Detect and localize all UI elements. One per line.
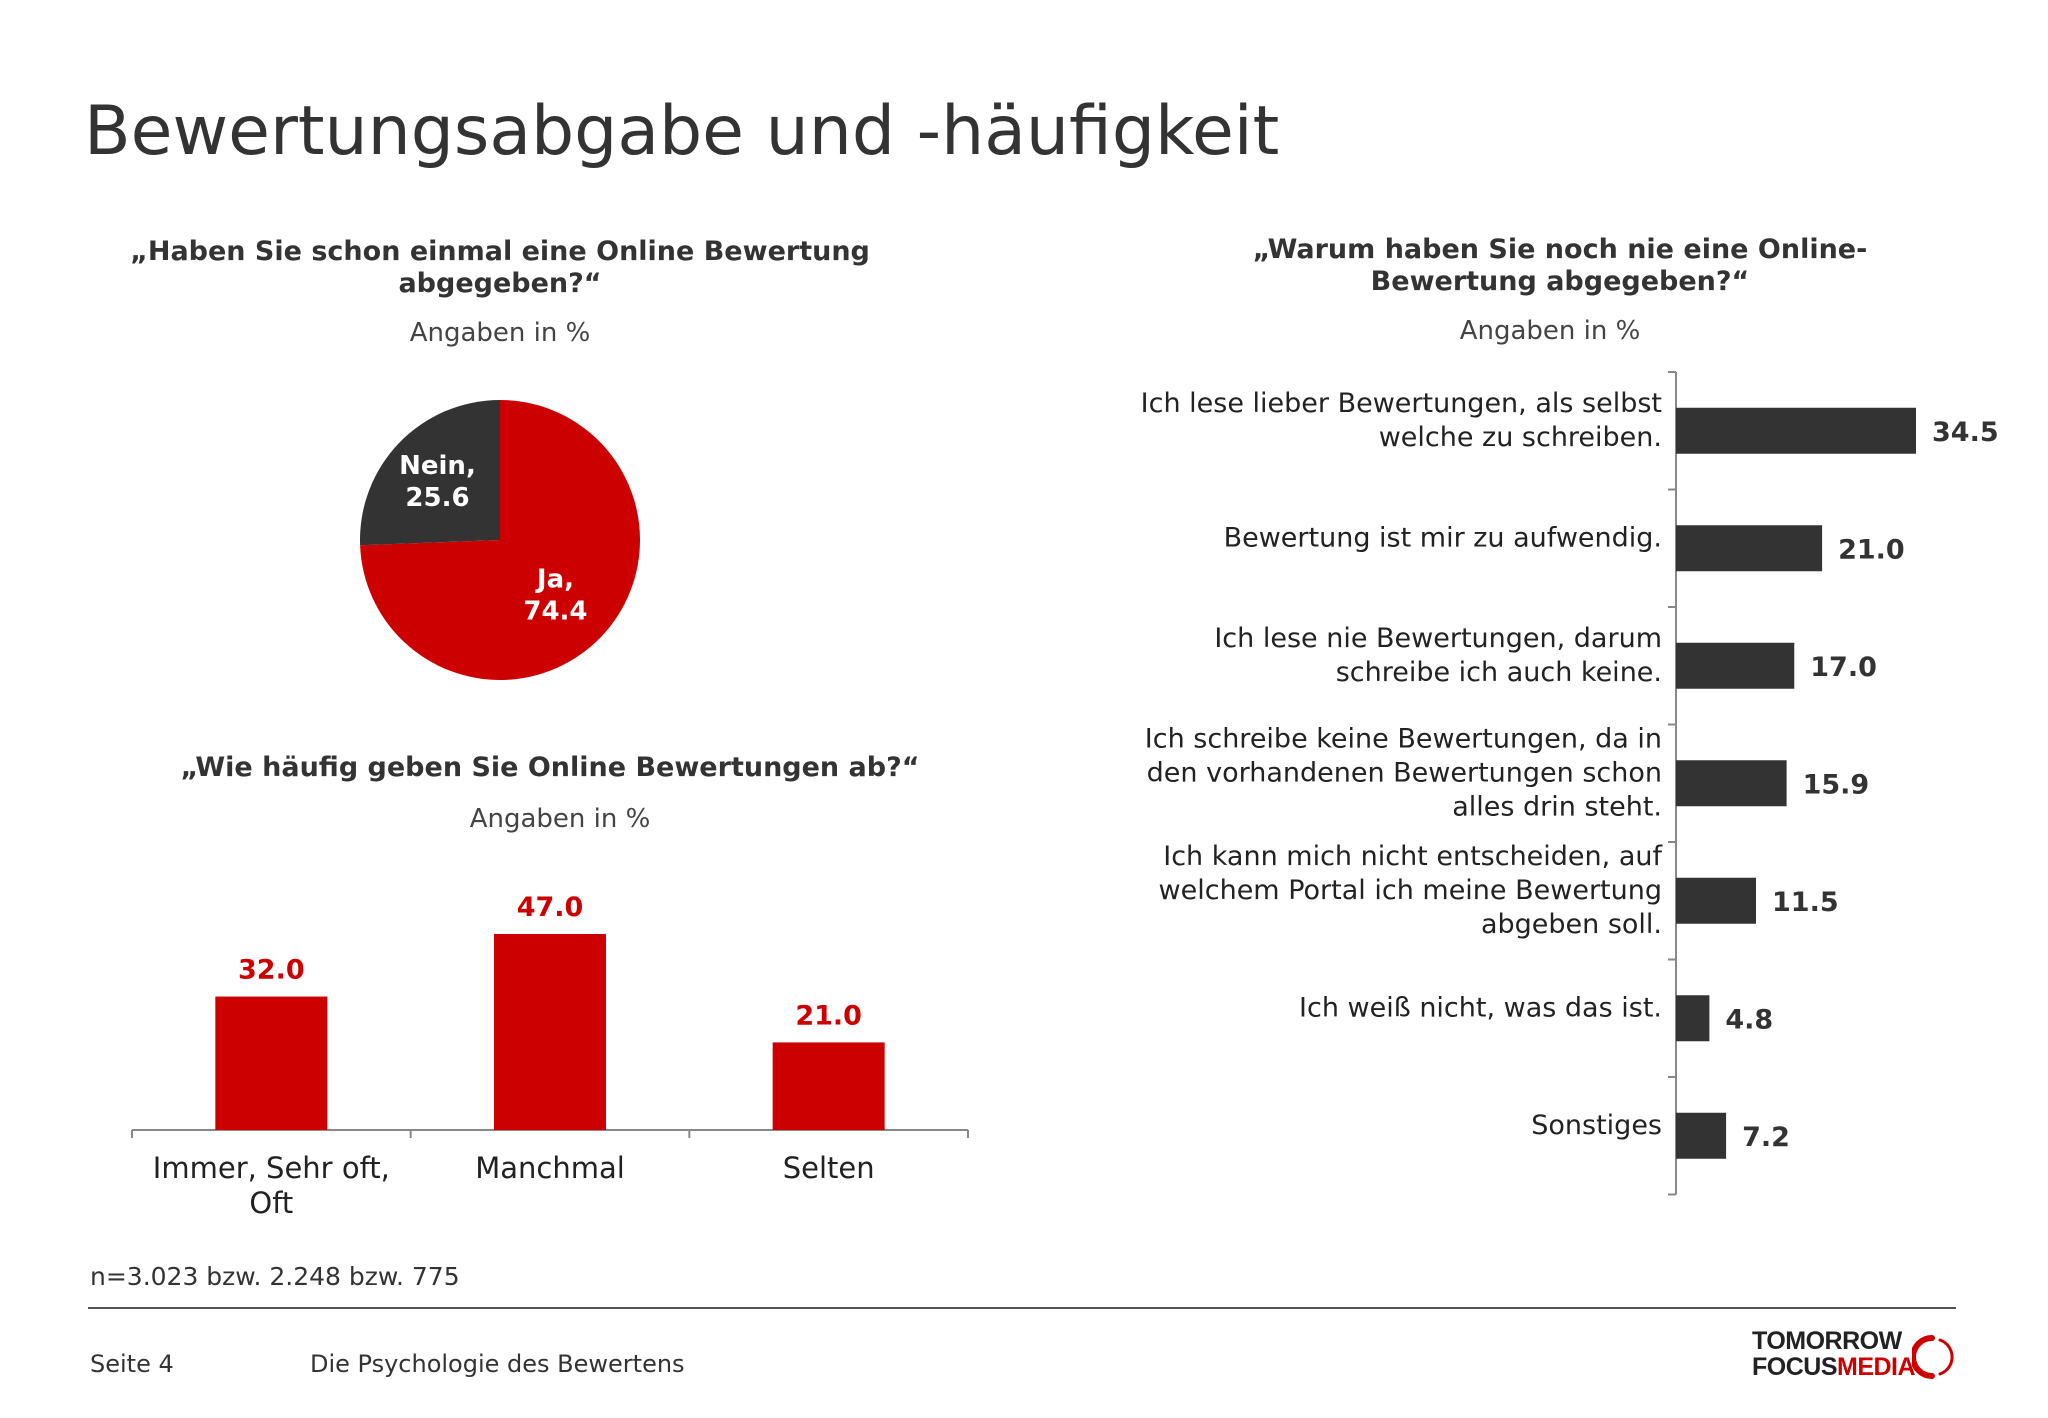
logo-line-2-black: FOCUS bbox=[1752, 1353, 1838, 1381]
frequency-category-label-2-0: Selten bbox=[783, 1151, 875, 1185]
frequency-value-label-2: 21.0 bbox=[795, 1000, 862, 1031]
reason-bar-1 bbox=[1676, 525, 1823, 572]
reason-bar-0 bbox=[1676, 407, 1916, 454]
footer-divider bbox=[88, 1307, 1956, 1309]
reason-category-label-1-0: Bewertung ist mir zu aufwendig. bbox=[1224, 522, 1662, 553]
reason-category-label-5-0: Ich weiß nicht, was das ist. bbox=[1299, 992, 1662, 1023]
frequency-bar-2 bbox=[772, 1042, 885, 1130]
pie-chart-subtitle: Angaben in % bbox=[409, 318, 591, 348]
frequency-category-label-0-1: Oft bbox=[249, 1186, 293, 1220]
page-title: Bewertungsabgabe und -häufigkeit bbox=[84, 92, 1280, 171]
reason-bar-6 bbox=[1676, 1112, 1727, 1159]
pie-slice-1 bbox=[360, 400, 500, 546]
frequency-category-label-1-0: Manchmal bbox=[475, 1151, 625, 1185]
page-number: Seite 4 bbox=[90, 1350, 174, 1378]
reason-category-label-4-1: welchem Portal ich meine Bewertung bbox=[1159, 875, 1662, 906]
reason-category-label-3-1: den vorhandenen Bewertungen schon bbox=[1147, 757, 1662, 788]
reason-bar-5 bbox=[1676, 995, 1710, 1042]
logo-line-2-red: MEDIA bbox=[1837, 1353, 1916, 1381]
reason-bar-2 bbox=[1676, 642, 1795, 689]
footer-title: Die Psychologie des Bewertens bbox=[310, 1350, 685, 1378]
reason-category-label-0-0: Ich lese lieber Bewertungen, als selbst bbox=[1141, 388, 1662, 419]
pie-slice-0 bbox=[360, 400, 640, 681]
sample-size-footnote: n=3.023 bzw. 2.248 bzw. 775 bbox=[90, 1262, 460, 1291]
reason-category-label-3-0: Ich schreibe keine Bewertungen, da in bbox=[1145, 723, 1662, 754]
reason-value-label-2: 17.0 bbox=[1810, 652, 1877, 683]
reason-category-label-2-0: Ich lese nie Bewertungen, darum bbox=[1214, 623, 1662, 654]
reason-category-label-2-1: schreibe ich auch keine. bbox=[1336, 657, 1662, 688]
frequency-value-label-0: 32.0 bbox=[238, 955, 305, 986]
frequency-bar-0 bbox=[215, 996, 328, 1130]
pie-slice-value-1: 25.6 bbox=[405, 483, 469, 513]
reason-category-label-0-1: welche zu schreiben. bbox=[1379, 422, 1662, 453]
reason-value-label-3: 15.9 bbox=[1803, 769, 1870, 800]
reason-category-label-6-0: Sonstiges bbox=[1531, 1110, 1662, 1141]
reasons-chart-title: „Warum haben Sie noch nie eine Online-Be… bbox=[1252, 234, 1868, 297]
frequency-value-label-1: 47.0 bbox=[517, 892, 584, 923]
reasons-chart-subtitle: Angaben in % bbox=[1459, 316, 1641, 346]
reason-value-label-1: 21.0 bbox=[1838, 534, 1905, 565]
reason-category-label-4-2: abgeben soll. bbox=[1481, 909, 1662, 940]
reason-value-label-0: 34.5 bbox=[1932, 417, 1999, 448]
frequency-bar-1 bbox=[494, 934, 606, 1130]
reason-bar-4 bbox=[1676, 877, 1756, 924]
pie-chart: Ja,74.4 Nein,25.6 bbox=[360, 400, 640, 681]
pie-slice-value-0: 74.4 bbox=[523, 596, 587, 626]
logo-ring-icon bbox=[1912, 1335, 1954, 1379]
pie-slice-label-0: Ja, bbox=[535, 564, 574, 594]
reason-value-label-6: 7.2 bbox=[1742, 1122, 1790, 1153]
reason-value-label-5: 4.8 bbox=[1725, 1004, 1773, 1035]
frequency-chart-title: „Wie häufig geben Sie Online Bewertungen… bbox=[180, 752, 920, 783]
reason-category-label-3-2: alles drin steht. bbox=[1452, 791, 1662, 822]
pie-slice-label-1: Nein, bbox=[399, 451, 476, 481]
tomorrow-focus-media-logo: TOMORROW FOCUSMEDIA bbox=[1752, 1328, 1962, 1388]
frequency-bar-chart: 32.0 Immer, Sehr oft,Oft 47.0 Manchmal 21.0 S… bbox=[131, 892, 969, 1220]
reason-bar-3 bbox=[1676, 760, 1787, 807]
frequency-chart-subtitle: Angaben in % bbox=[469, 804, 651, 834]
pie-chart-title: „Haben Sie schon einmal eine Online Bewe… bbox=[130, 236, 870, 299]
reasons-bar-chart: 34.5 Ich lese lieber Bewertungen, als sel… bbox=[1141, 371, 1999, 1196]
frequency-category-label-0-0: Immer, Sehr oft, bbox=[153, 1151, 390, 1185]
reason-category-label-4-0: Ich kann mich nicht entscheiden, auf bbox=[1163, 841, 1663, 872]
logo-line-1: TOMORROW bbox=[1752, 1327, 1902, 1355]
reason-value-label-4: 11.5 bbox=[1772, 887, 1839, 918]
